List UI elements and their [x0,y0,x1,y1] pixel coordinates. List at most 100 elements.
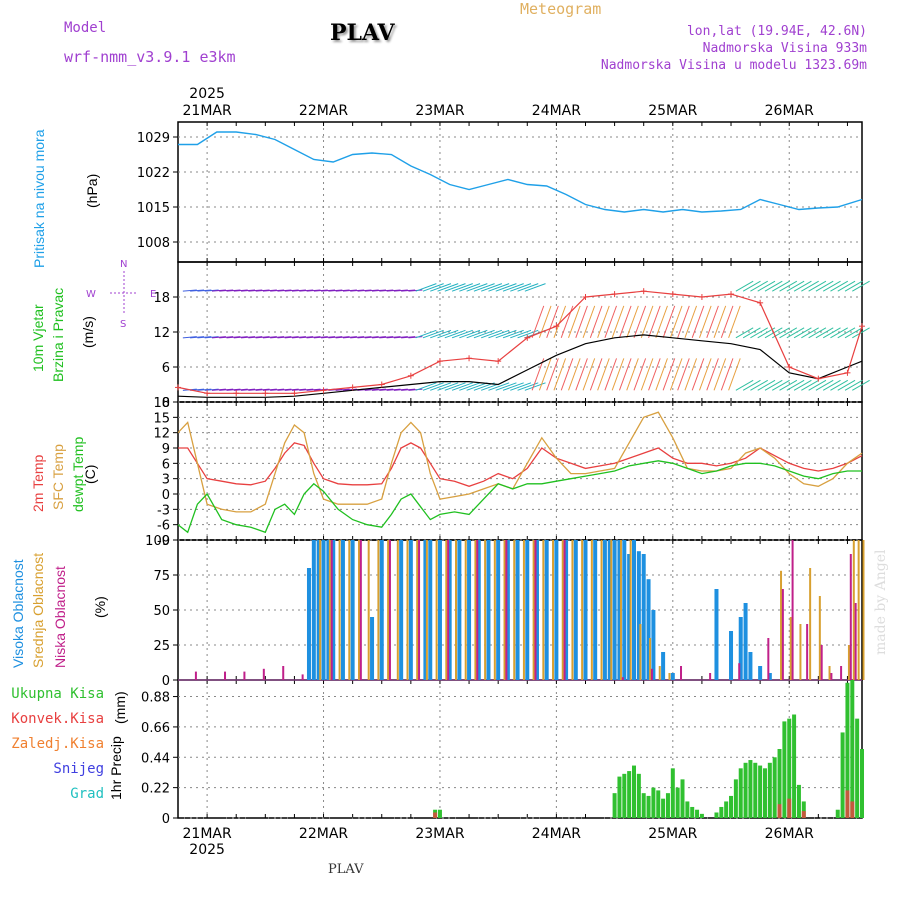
ytick-label: 0 [162,812,170,827]
wind-arrow [786,327,805,339]
cloud-bar-2 [534,540,537,680]
wind-arrow [473,283,495,292]
cloud-bar-2 [262,668,265,680]
wind-arrow [248,289,263,292]
cloud-bar-1 [852,540,855,680]
cloud-bar-2 [767,638,770,680]
wind-arrow [720,305,734,339]
cloud-bar-0 [612,540,617,680]
wind-arrow [502,283,524,292]
cloud-bar-1 [571,540,574,680]
wind-arrow [422,382,444,391]
cloud-bar-1 [581,540,584,680]
precip-bar-0 [661,798,666,818]
wind-arrow [197,388,212,391]
wind-arrow [444,283,466,292]
wind-arrow [219,336,234,339]
cloud-bar-2 [738,663,741,680]
cloud-bar-2 [791,540,794,680]
wind-arrow [691,305,705,339]
top-day-label: 25MAR [648,103,697,119]
cloud-ylabel-high: Visoka Oblacnost [10,559,26,668]
cloud-bar-0 [447,540,452,680]
temp-ylabel-sfc: SFC Temp [50,444,66,510]
ytick-label: 9 [162,442,170,457]
cloud-bar-1 [513,540,516,680]
ytick-label: 0 [162,396,170,411]
wind-arrow [597,305,610,339]
cloud-bar-2 [781,589,784,680]
cloud-bar-1 [799,624,802,680]
cloud-bar-0 [326,540,331,680]
ytick-label: -3 [157,503,170,518]
cloud-bar-2 [563,540,566,680]
cloud-bar-0 [714,589,719,680]
cloud-bar-0 [636,551,641,680]
precip-bar-0 [758,765,763,818]
wind-arrow [328,289,343,292]
cloud-bar-1 [396,540,399,680]
precip-bar-0 [850,680,855,818]
cloud-bar-0 [505,540,510,680]
wind-arrow [582,305,596,339]
ytick-label: 0.66 [141,721,170,736]
ytick-label: 25 [153,639,170,654]
wind-arrow [444,329,466,339]
cloud-bar-1 [367,540,370,680]
wind-arrow [408,289,423,292]
model-label: Model [64,20,107,36]
wind-arrow [677,358,690,391]
wind-arrow [481,283,503,292]
cloud-bar-1 [532,540,535,680]
precip-bar-0 [733,779,738,818]
wind-arrow [502,329,524,339]
wind-arrow [291,289,306,292]
cloud-bar-1 [561,540,564,680]
precip-bar-0 [767,762,772,818]
cloud-bar-2 [330,540,333,680]
wind-arrow [262,289,277,292]
cloud-bar-1 [435,540,438,680]
ytick-label: 0 [162,488,170,503]
wind-arrow [575,358,588,391]
cloud-bar-2 [806,624,809,680]
wind-arrow [459,329,481,339]
wind-arrow [401,289,416,292]
cloud-bar-0 [476,540,481,680]
cloud-bar-1 [639,624,642,680]
wind-arrow [691,358,705,391]
cloud-bar-0 [428,540,433,680]
wind-arrow [270,336,285,339]
wind-arrow [459,283,481,292]
ytick-label: 1015 [137,201,170,216]
cloud-bar-1 [445,540,448,680]
wind-arrow [284,289,299,292]
cloud-bar-2 [709,673,712,680]
cloud-bar-1 [484,540,487,680]
ytick-label: 18 [153,291,170,306]
cloud-ylabel-low: Niska Oblacnost [52,566,68,668]
wind-arrow [459,382,481,391]
wind-arrow [684,305,698,339]
wind-arrow [299,289,314,292]
wind-arrow [466,382,488,391]
wind-arrow [604,358,617,391]
wind-arrow [255,388,270,391]
top-day-label: 21MAR [183,103,232,119]
wind-arrow [655,305,668,339]
wind-arrow [786,379,805,391]
cloud-bar-2 [388,540,391,680]
wind-arrow [393,289,408,292]
wind-arrow [852,280,870,292]
wind-arrow [328,336,343,339]
wind-arrow [211,289,226,292]
wind-arrow [538,358,552,391]
cloud-bar-1 [629,540,632,680]
wind-arrow [211,388,226,391]
wind-arrow [451,283,473,292]
cloud-bar-1 [847,645,850,680]
precip-bar-0 [699,813,704,818]
wind-arrow [830,280,849,292]
cloud-bar-0 [573,540,578,680]
precip-unit: (mm) [112,691,128,724]
